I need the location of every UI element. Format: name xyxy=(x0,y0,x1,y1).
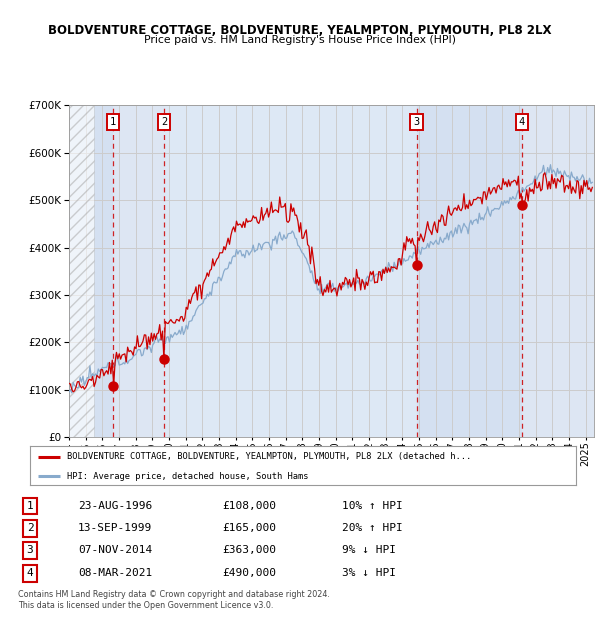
Text: 20% ↑ HPI: 20% ↑ HPI xyxy=(342,523,403,533)
Text: 23-AUG-1996: 23-AUG-1996 xyxy=(78,501,152,511)
Text: £490,000: £490,000 xyxy=(222,569,276,578)
Text: £165,000: £165,000 xyxy=(222,523,276,533)
Text: 1: 1 xyxy=(110,117,116,127)
Text: 2: 2 xyxy=(161,117,167,127)
Text: BOLDVENTURE COTTAGE, BOLDVENTURE, YEALMPTON, PLYMOUTH, PL8 2LX (detached h...: BOLDVENTURE COTTAGE, BOLDVENTURE, YEALMP… xyxy=(67,452,472,461)
Text: 4: 4 xyxy=(26,569,34,578)
Text: BOLDVENTURE COTTAGE, BOLDVENTURE, YEALMPTON, PLYMOUTH, PL8 2LX: BOLDVENTURE COTTAGE, BOLDVENTURE, YEALMP… xyxy=(48,24,552,37)
Text: 4: 4 xyxy=(519,117,525,127)
Text: 9% ↓ HPI: 9% ↓ HPI xyxy=(342,546,396,556)
Text: Contains HM Land Registry data © Crown copyright and database right 2024.
This d: Contains HM Land Registry data © Crown c… xyxy=(18,590,330,609)
Text: 13-SEP-1999: 13-SEP-1999 xyxy=(78,523,152,533)
Text: £108,000: £108,000 xyxy=(222,501,276,511)
Text: 3: 3 xyxy=(413,117,419,127)
Text: 1: 1 xyxy=(26,501,34,511)
Bar xyxy=(69,105,94,437)
Text: Price paid vs. HM Land Registry's House Price Index (HPI): Price paid vs. HM Land Registry's House … xyxy=(144,35,456,45)
Bar xyxy=(113,105,164,437)
Text: 2: 2 xyxy=(26,523,34,533)
Text: 10% ↑ HPI: 10% ↑ HPI xyxy=(342,501,403,511)
Text: HPI: Average price, detached house, South Hams: HPI: Average price, detached house, Sout… xyxy=(67,472,308,481)
Text: 07-NOV-2014: 07-NOV-2014 xyxy=(78,546,152,556)
Text: 3% ↓ HPI: 3% ↓ HPI xyxy=(342,569,396,578)
Bar xyxy=(522,105,594,437)
Text: £363,000: £363,000 xyxy=(222,546,276,556)
Bar xyxy=(94,105,113,437)
Bar xyxy=(416,105,522,437)
Text: 3: 3 xyxy=(26,546,34,556)
Text: 08-MAR-2021: 08-MAR-2021 xyxy=(78,569,152,578)
